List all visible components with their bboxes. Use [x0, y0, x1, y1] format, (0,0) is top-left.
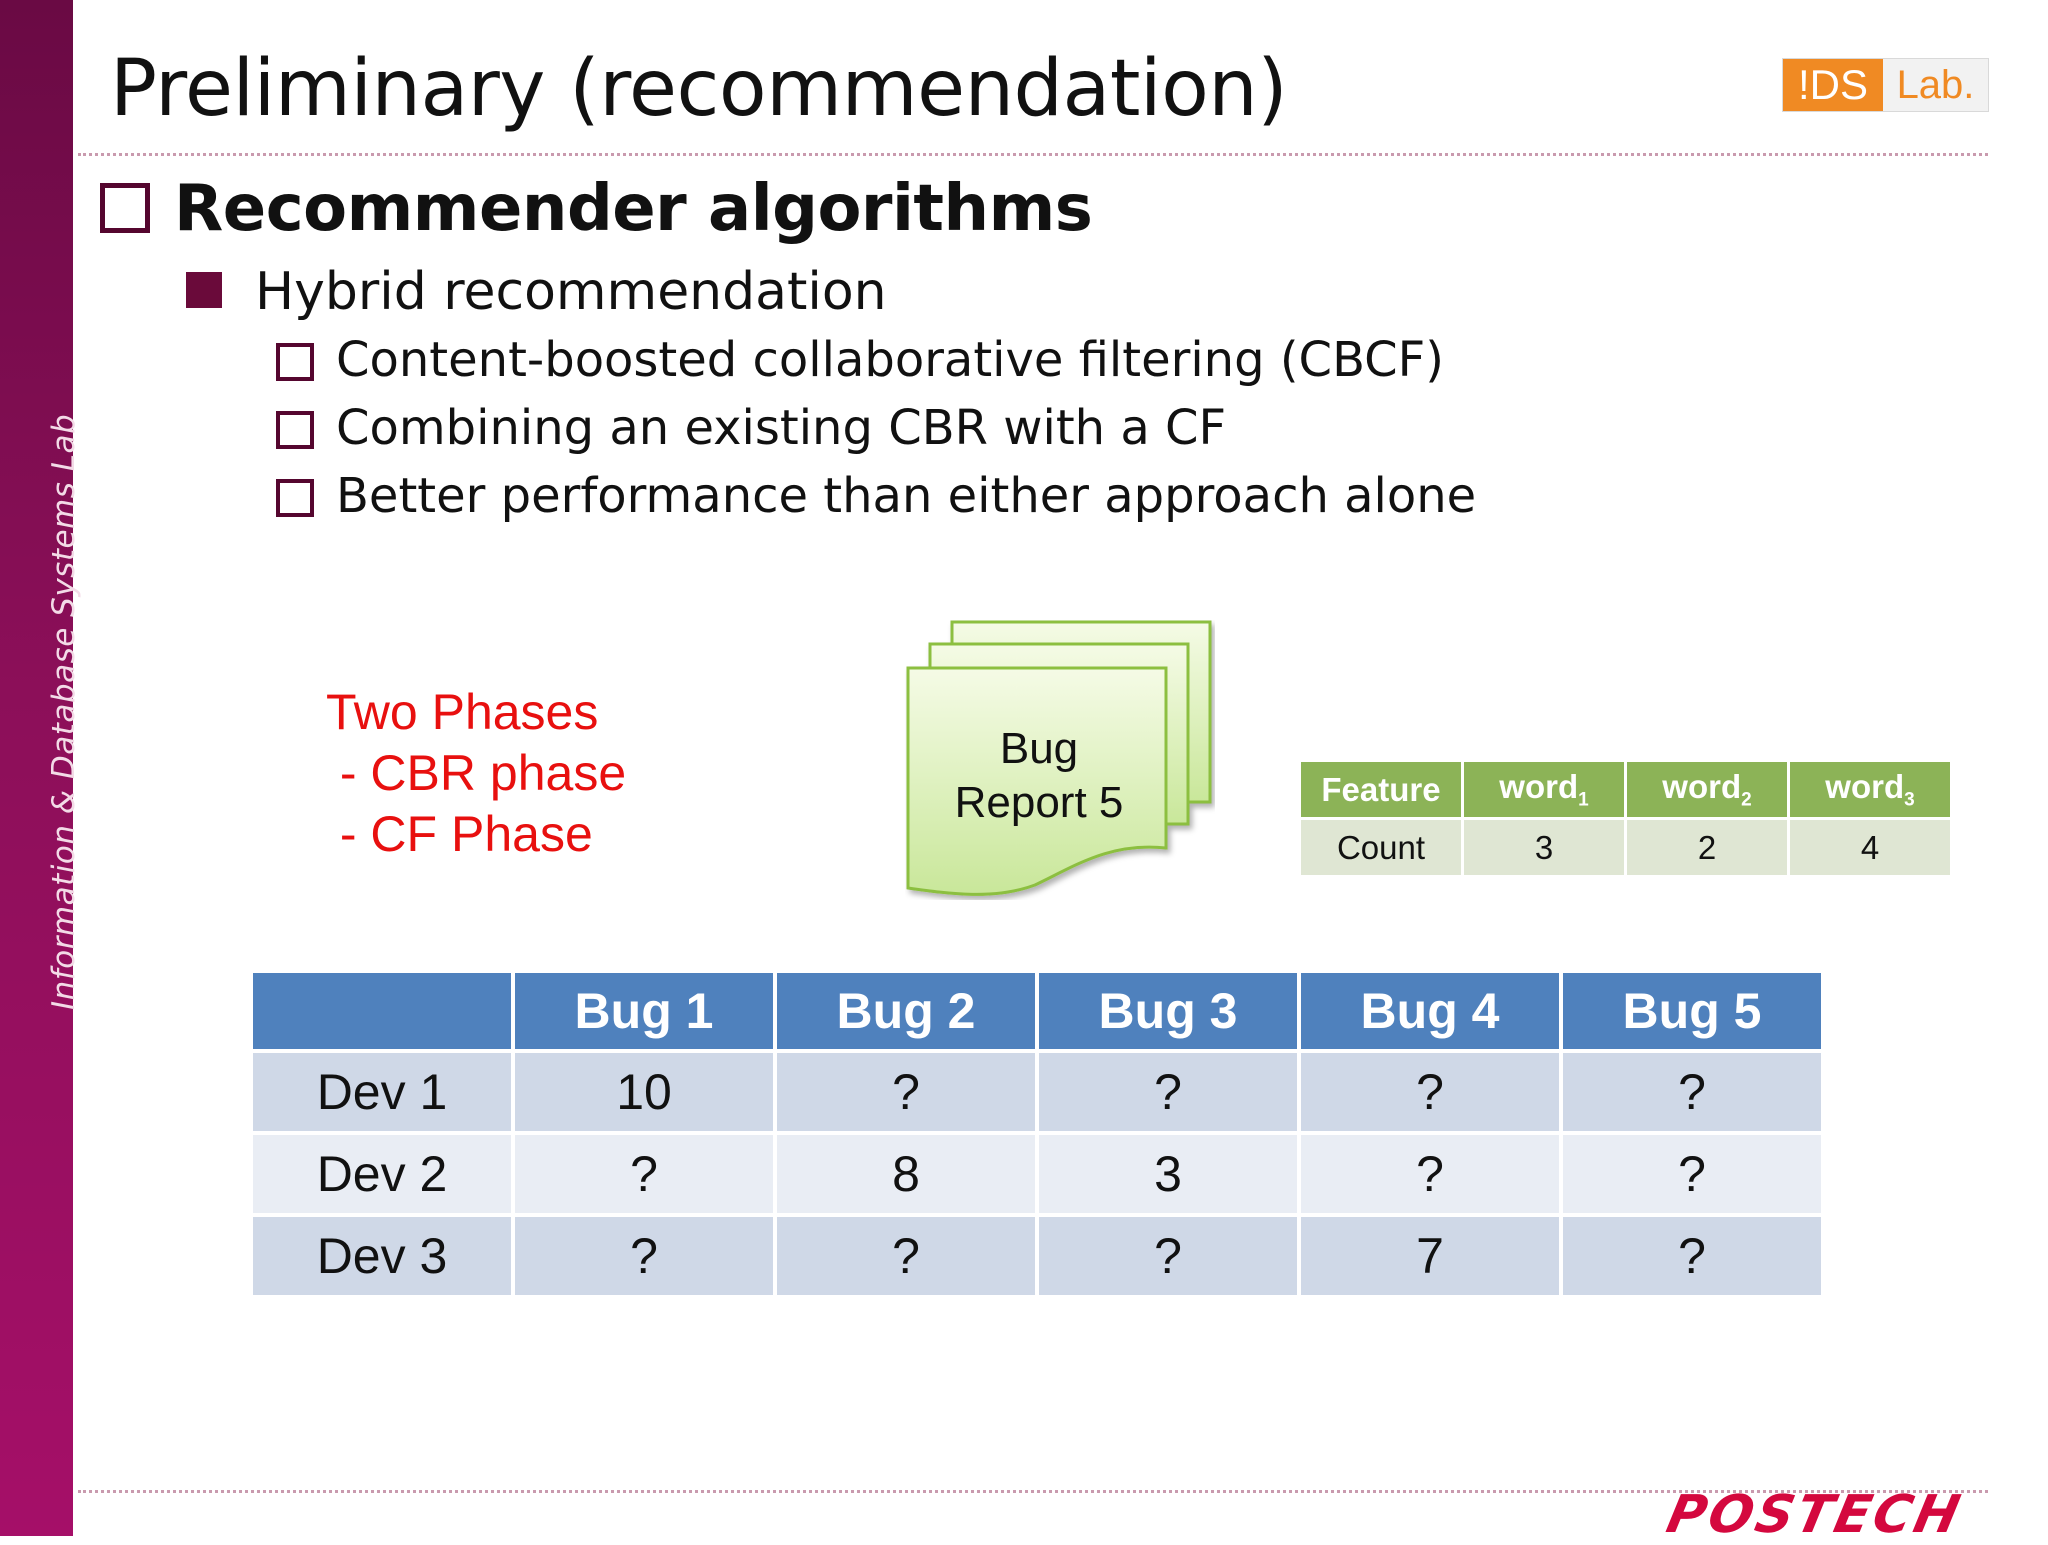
two-phases-note: Two Phases - CBR phase - CF Phase: [326, 682, 626, 865]
table-row: Dev 1 10 ? ? ? ?: [253, 1053, 1821, 1131]
feature-table-row: Count 3 2 4: [1301, 820, 1950, 875]
phase-item: - CF Phase: [326, 806, 593, 862]
bottom-divider: [78, 1490, 1988, 1493]
table-cell: Dev 1: [253, 1053, 511, 1131]
bullet-square-icon: [186, 272, 222, 308]
header-cell: Bug 4: [1301, 973, 1559, 1049]
feature-cell: Count: [1301, 820, 1461, 875]
table-row: Dev 3 ? ? ? 7 ?: [253, 1217, 1821, 1295]
feature-header-cell: Feature: [1301, 762, 1461, 817]
bullet-item: Better performance than either approach …: [336, 468, 1477, 524]
bullet-item: Content-boosted collaborative filtering …: [336, 332, 1445, 388]
logo-lab-part: Lab.: [1883, 59, 1988, 111]
table-cell: Dev 2: [253, 1135, 511, 1213]
table-row: Dev 2 ? 8 3 ? ?: [253, 1135, 1821, 1213]
header-cell: Bug 3: [1039, 973, 1297, 1049]
bullet-checkbox-icon: [276, 343, 314, 381]
subsection-heading: Hybrid recommendation: [255, 262, 887, 322]
top-divider: [78, 153, 1988, 156]
bug-report-stack-icon: [906, 620, 1212, 896]
feature-header-cell: word1: [1464, 762, 1624, 817]
table-cell: ?: [777, 1053, 1035, 1131]
feature-table-header-row: Feature word1 word2 word3: [1301, 762, 1950, 817]
table-cell: ?: [777, 1217, 1035, 1295]
table-cell: Dev 3: [253, 1217, 511, 1295]
table-cell: ?: [515, 1135, 773, 1213]
table-cell: ?: [1301, 1135, 1559, 1213]
phase-item: - CBR phase: [326, 745, 627, 801]
feature-header-cell: word2: [1627, 762, 1787, 817]
feature-count-table: Feature word1 word2 word3 Count 3 2 4: [1298, 759, 1953, 878]
header-cell: Bug 5: [1563, 973, 1821, 1049]
table-cell: 3: [1039, 1135, 1297, 1213]
ids-lab-logo: !DS Lab.: [1782, 58, 1989, 112]
bug-report-line1: Bug: [999, 724, 1079, 773]
bug-report-line2: Report 5: [954, 778, 1124, 827]
feature-header-cell: word3: [1790, 762, 1950, 817]
feature-cell: 2: [1627, 820, 1787, 875]
phases-title: Two Phases: [326, 684, 599, 740]
bullet-checkbox-icon: [276, 479, 314, 517]
header-cell: Bug 2: [777, 973, 1035, 1049]
table-cell: ?: [515, 1217, 773, 1295]
feature-cell: 3: [1464, 820, 1624, 875]
bullet-item: Combining an existing CBR with a CF: [336, 400, 1227, 456]
table-cell: ?: [1301, 1053, 1559, 1131]
rating-table-header-row: Bug 1 Bug 2 Bug 3 Bug 4 Bug 5: [253, 973, 1821, 1049]
table-cell: ?: [1563, 1135, 1821, 1213]
table-cell: 10: [515, 1053, 773, 1131]
bullet-checkbox-icon: [100, 183, 150, 233]
feature-cell: 4: [1790, 820, 1950, 875]
table-cell: ?: [1563, 1217, 1821, 1295]
table-cell: 7: [1301, 1217, 1559, 1295]
section-heading: Recommender algorithms: [174, 172, 1093, 246]
logo-ids-part: !DS: [1783, 59, 1883, 111]
slide-title: Preliminary (recommendation): [110, 44, 1288, 134]
table-cell: ?: [1039, 1217, 1297, 1295]
table-cell: ?: [1563, 1053, 1821, 1131]
table-cell: ?: [1039, 1053, 1297, 1131]
table-cell: 8: [777, 1135, 1035, 1213]
postech-logo: POSTECH: [1661, 1485, 1968, 1545]
bug-report-label: Bug Report 5: [905, 722, 1173, 830]
bullet-checkbox-icon: [276, 411, 314, 449]
sidebar: [0, 0, 73, 1536]
header-cell: [253, 973, 511, 1049]
sidebar-lab-name: Information & Database Systems Lab: [46, 413, 82, 1010]
header-cell: Bug 1: [515, 973, 773, 1049]
developer-bug-rating-table: Bug 1 Bug 2 Bug 3 Bug 4 Bug 5 Dev 1 10 ?…: [249, 969, 1825, 1299]
